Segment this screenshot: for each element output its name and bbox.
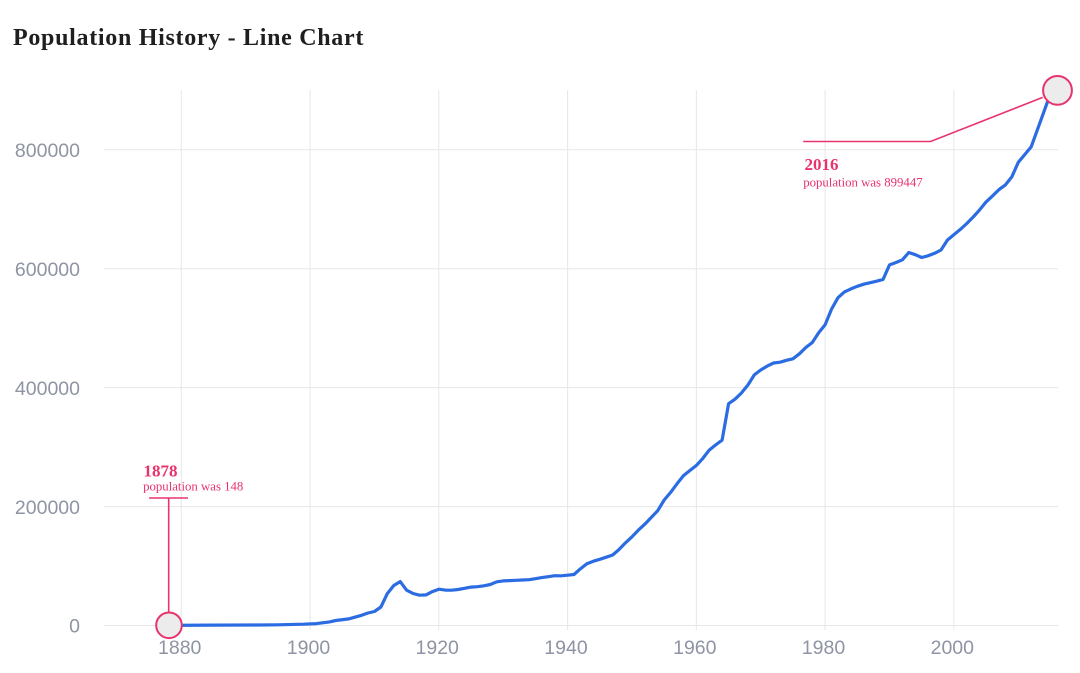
svg-text:1960: 1960 [673,637,717,659]
svg-text:600000: 600000 [15,259,80,281]
svg-text:population was 899447: population was 899447 [803,175,923,189]
svg-text:2000: 2000 [931,637,975,659]
svg-text:1980: 1980 [802,637,846,659]
svg-text:population was 148: population was 148 [143,480,243,494]
svg-text:1880: 1880 [158,637,202,659]
svg-text:0: 0 [69,616,80,638]
svg-text:Population History - Line Char: Population History - Line Chart [13,25,364,51]
svg-text:2016: 2016 [805,155,839,174]
svg-text:800000: 800000 [15,140,80,162]
svg-text:1940: 1940 [544,637,588,659]
svg-text:1920: 1920 [416,637,460,659]
svg-text:400000: 400000 [15,378,80,400]
svg-text:200000: 200000 [15,497,80,519]
svg-text:1900: 1900 [287,637,331,659]
svg-text:1878: 1878 [144,461,178,480]
